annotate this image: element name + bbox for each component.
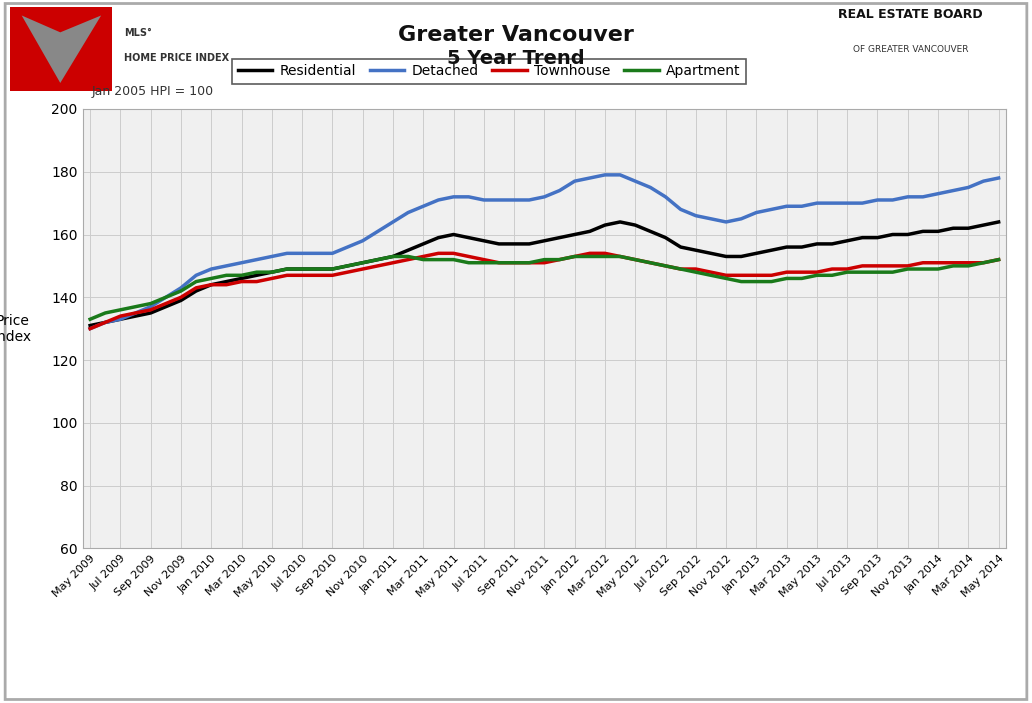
- Text: MLS°: MLS°: [124, 28, 152, 38]
- Text: Price
Index: Price Index: [0, 314, 32, 344]
- FancyBboxPatch shape: [10, 7, 112, 91]
- Polygon shape: [22, 15, 101, 83]
- Text: REAL ESTATE BOARD: REAL ESTATE BOARD: [838, 8, 983, 21]
- Text: 5 Year Trend: 5 Year Trend: [447, 49, 585, 68]
- Text: Greater Vancouver: Greater Vancouver: [398, 25, 634, 44]
- Text: Jan 2005 HPI = 100: Jan 2005 HPI = 100: [92, 85, 214, 98]
- Text: HOME PRICE INDEX: HOME PRICE INDEX: [124, 53, 229, 63]
- Legend: Residential, Detached, Townhouse, Apartment: Residential, Detached, Townhouse, Apartm…: [232, 59, 746, 84]
- Text: OF GREATER VANCOUVER: OF GREATER VANCOUVER: [853, 44, 968, 53]
